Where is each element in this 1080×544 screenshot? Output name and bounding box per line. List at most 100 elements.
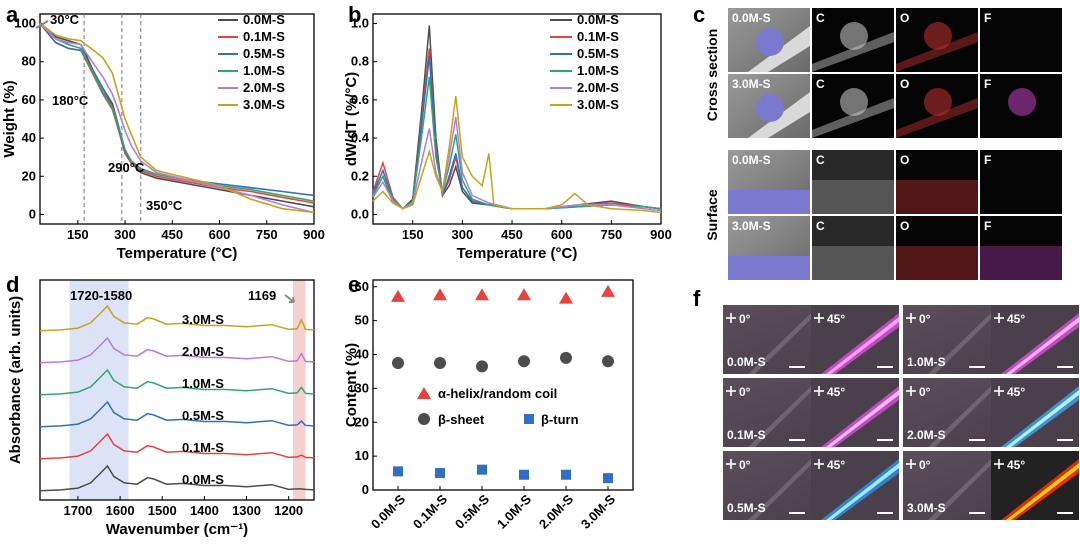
fiber-faint [748,313,811,374]
angle-45-label: 45° [1007,385,1025,399]
y-tick-label: 30 [355,380,369,395]
fiber-stripe-core [826,390,899,447]
polarized-45-bg [811,305,899,374]
marker-sheet [476,360,488,373]
fiber-stripe-core [826,317,899,374]
map-fiber-signal [896,98,978,138]
sample-label: 2.0M-S [907,428,946,442]
fiber-stripe-core [1006,390,1079,447]
map-element-label: O [900,153,909,167]
chart-d-frame [39,279,315,501]
x-tick-label: 1500 [148,503,177,518]
x-tick-label: 1.0M-S [494,491,534,531]
marker-sheet [560,351,572,364]
map-element-label: O [900,11,909,25]
marker-turn [435,468,445,479]
legend-marker-turn [524,414,534,424]
legend-label-sheet: β-sheet [438,412,485,427]
angle-0-label: 0° [739,385,751,399]
angle-45-label: 45° [827,458,845,472]
spectrum-1.0M-S [39,368,315,396]
map-surface-signal [812,180,894,214]
chart-a-frame [39,13,315,225]
x-tick-label: 900 [650,227,672,242]
x-tick-label: 300 [452,227,474,242]
band-amide [69,280,129,500]
band-label-1169: 1169 [248,288,276,303]
y-tick-label: 0.2 [351,168,369,183]
legend-label: 2.0M-S [577,80,619,95]
map-C [812,150,894,214]
map-signal [924,22,952,50]
spectrum-3.0M-S [39,304,315,332]
chart-b: 150 300 450 600 750 900 0.0 0.2 0.4 0.6 0.8 1.0 Temp… [343,12,672,262]
legend-label: 1.0M-S [577,63,619,78]
y-tick-label: 0.6 [351,92,369,107]
sem-sample-label: 3.0M-S [732,219,771,233]
sample-label: 0.0M-S [727,355,766,369]
x-tick-label: 750 [600,227,622,242]
angle-0-label: 0° [919,312,931,326]
y-tick-label: 100 [14,16,36,31]
series-2.0M-S [39,22,315,214]
y-tick-label: 40 [22,130,36,145]
arrow-30 [35,20,49,29]
fiber-stripe-core [1006,317,1079,374]
map-element-label: F [984,77,991,91]
series-3.0M-S [372,96,662,214]
angle-0-label: 0° [919,385,931,399]
map-element-label: C [816,219,825,233]
angle-45-label: 45° [827,385,845,399]
legend-label: 3.0M-S [577,97,619,112]
marker-turn [519,469,529,480]
map-signal [924,88,952,116]
spectrum-0.1M-S [39,432,315,460]
x-tick-label: 0.0M-S [368,491,408,531]
legend-label: 0.0M-S [243,12,285,27]
map-surface-signal [812,246,894,280]
spectrum-label: 0.5M-S [182,408,224,423]
y-tick-label: 20 [22,168,36,183]
sample-label: 0.5M-S [727,501,766,515]
angle-0-label: 0° [739,458,751,472]
angle-0-label: 0° [739,312,751,326]
marker-sheet [434,356,446,369]
legend-label-helix: α-helix/random coil [438,386,557,401]
x-axis-label: Temperature (°C) [457,245,578,262]
legend-label: 0.5M-S [243,46,285,61]
marker-sheet [518,355,530,368]
fiber-stripe-core [826,463,899,520]
x-tick-label: 300 [114,227,136,242]
annotation-30: 30°C [50,12,80,27]
x-tick-label: 150 [402,227,424,242]
row-label-surface: Surface [704,189,720,241]
fiber-stripe [1001,386,1079,447]
y-axis-label: Weight (%) [1,80,18,157]
map-fiber-signal [812,32,894,72]
polarized-45-bg [991,305,1079,374]
y-tick-label: 1.0 [351,16,369,31]
fiber-stripe [821,313,899,374]
fiber-faint [748,459,811,520]
legend-label: 0.5M-S [577,46,619,61]
panel-letter-b: b [348,2,361,27]
x-tick-label: 1400 [190,503,219,518]
y-tick-label: 0.0 [351,206,369,221]
map-element-label: C [816,11,825,25]
legend-label: 1.0M-S [243,63,285,78]
x-tick-label: 600 [209,227,231,242]
x-tick-label: 0.5M-S [452,491,492,531]
y-tick-label: 10 [355,448,369,463]
spectrum-label: 2.0M-S [182,344,224,359]
row-label-cross-section: Cross section [704,29,720,122]
panel-letter-e: e [348,272,360,297]
fiber-stripe [821,386,899,447]
map-surface-top [812,216,894,246]
legend-marker-sheet [418,413,430,425]
annotation-180: 180°C [52,93,89,108]
map-F [980,8,1062,72]
y-tick-label: 50 [355,313,369,328]
map-C [812,216,894,280]
panel-letter-c: c [693,2,705,27]
